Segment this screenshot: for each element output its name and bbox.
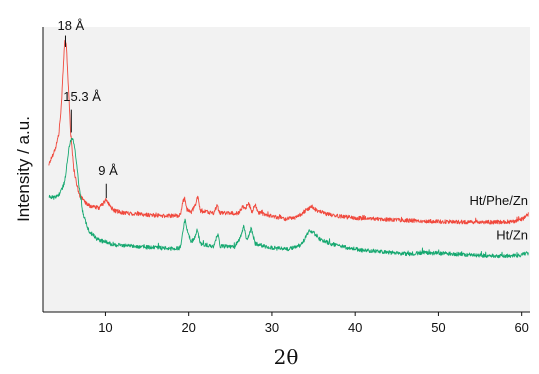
series-line-ht-zn	[48, 137, 529, 259]
annotation-label: 9 Å	[98, 163, 118, 178]
x-tick-label: 10	[98, 320, 112, 335]
series-layer	[48, 39, 529, 259]
plot-area	[43, 27, 530, 312]
series-label-ht-phe-zn: Ht/Phe/Zn	[469, 193, 528, 208]
x-tick-label: 20	[181, 320, 195, 335]
x-tick-label: 40	[348, 320, 362, 335]
x-tick-label: 60	[514, 320, 528, 335]
x-tick-label: 50	[431, 320, 445, 335]
annotation-layer: 18 Å 15.3 Å 9 Å	[57, 18, 118, 198]
series-line-ht-phe-zn	[48, 39, 529, 225]
series-label-ht-zn: Ht/Zn	[496, 227, 528, 242]
annotation-label: 18 Å	[57, 18, 84, 33]
annotation-label: 15.3 Å	[63, 89, 101, 104]
series-labels: Ht/Phe/Zn Ht/Zn	[469, 193, 528, 242]
x-ticks: 10 20 30 40 50 60	[98, 312, 529, 335]
x-axis-title: 2θ	[274, 345, 299, 369]
x-tick-label: 30	[265, 320, 279, 335]
axes-layer	[42, 27, 530, 313]
y-axis-title: Intensity / a.u.	[14, 116, 33, 222]
